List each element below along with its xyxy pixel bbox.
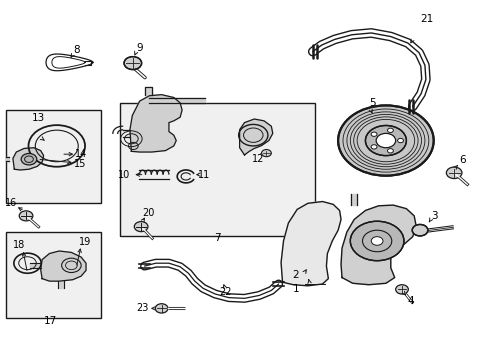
Text: 2: 2 xyxy=(292,270,298,280)
Text: 3: 3 xyxy=(430,211,437,221)
Polygon shape xyxy=(281,202,340,286)
Circle shape xyxy=(365,126,406,156)
Circle shape xyxy=(370,145,376,149)
Polygon shape xyxy=(239,119,272,155)
Text: 23: 23 xyxy=(136,303,148,314)
Text: 6: 6 xyxy=(458,155,465,165)
Text: 17: 17 xyxy=(44,316,58,325)
Circle shape xyxy=(370,237,382,245)
Text: 1: 1 xyxy=(292,284,299,294)
Circle shape xyxy=(411,225,427,236)
Polygon shape xyxy=(149,98,205,103)
Circle shape xyxy=(386,128,392,132)
Text: 22: 22 xyxy=(219,287,232,297)
Polygon shape xyxy=(130,95,182,152)
Text: 13: 13 xyxy=(32,113,45,123)
Text: 15: 15 xyxy=(73,159,86,169)
Circle shape xyxy=(21,153,37,165)
Text: 8: 8 xyxy=(73,45,80,55)
Text: 5: 5 xyxy=(368,98,375,108)
Text: 16: 16 xyxy=(5,198,18,208)
Polygon shape xyxy=(58,281,64,288)
Polygon shape xyxy=(340,205,415,285)
Polygon shape xyxy=(350,194,356,205)
Circle shape xyxy=(386,149,392,153)
Circle shape xyxy=(124,57,142,69)
Bar xyxy=(5,232,101,318)
Text: 21: 21 xyxy=(420,14,433,24)
Circle shape xyxy=(337,105,433,176)
Circle shape xyxy=(395,285,407,294)
Circle shape xyxy=(446,167,461,179)
Text: 11: 11 xyxy=(198,170,210,180)
Text: 10: 10 xyxy=(118,170,130,180)
Text: 20: 20 xyxy=(142,208,154,219)
Polygon shape xyxy=(41,251,86,281)
Circle shape xyxy=(370,132,376,136)
Polygon shape xyxy=(144,87,152,95)
Circle shape xyxy=(155,304,167,313)
Text: 18: 18 xyxy=(13,239,25,249)
Polygon shape xyxy=(13,148,43,170)
Text: 12: 12 xyxy=(251,154,264,164)
Circle shape xyxy=(375,134,395,148)
Circle shape xyxy=(19,211,33,221)
Bar xyxy=(5,110,101,203)
Bar xyxy=(120,103,315,235)
Polygon shape xyxy=(30,263,41,267)
Circle shape xyxy=(134,222,148,231)
Circle shape xyxy=(261,149,271,157)
Text: 19: 19 xyxy=(79,237,91,247)
Polygon shape xyxy=(5,157,9,161)
Text: 4: 4 xyxy=(406,296,413,306)
Circle shape xyxy=(349,221,403,261)
Text: 9: 9 xyxy=(136,44,142,53)
Circle shape xyxy=(397,138,403,143)
Text: 7: 7 xyxy=(214,233,221,243)
Text: 14: 14 xyxy=(74,149,86,159)
